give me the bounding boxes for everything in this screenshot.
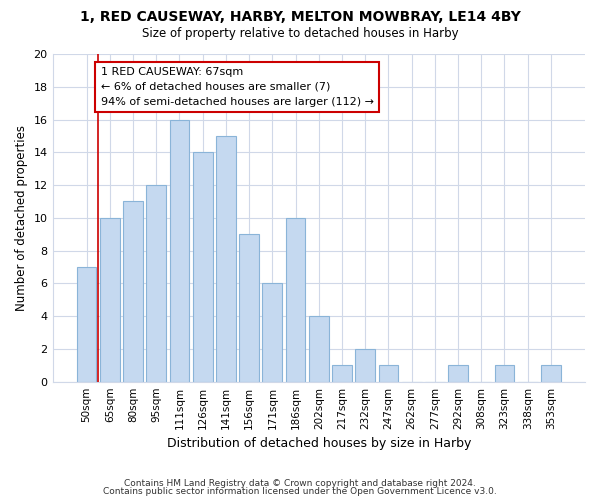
Bar	[193, 152, 212, 382]
Bar	[332, 366, 352, 382]
Bar	[541, 366, 561, 382]
Bar	[146, 185, 166, 382]
Text: Contains public sector information licensed under the Open Government Licence v3: Contains public sector information licen…	[103, 487, 497, 496]
Bar	[77, 267, 97, 382]
Bar	[286, 218, 305, 382]
Bar	[262, 284, 282, 382]
Text: 1 RED CAUSEWAY: 67sqm
← 6% of detached houses are smaller (7)
94% of semi-detach: 1 RED CAUSEWAY: 67sqm ← 6% of detached h…	[101, 67, 374, 106]
Bar	[216, 136, 236, 382]
Bar	[494, 366, 514, 382]
Bar	[100, 218, 119, 382]
Bar	[309, 316, 329, 382]
X-axis label: Distribution of detached houses by size in Harby: Distribution of detached houses by size …	[167, 437, 471, 450]
Bar	[379, 366, 398, 382]
Text: 1, RED CAUSEWAY, HARBY, MELTON MOWBRAY, LE14 4BY: 1, RED CAUSEWAY, HARBY, MELTON MOWBRAY, …	[80, 10, 520, 24]
Text: Size of property relative to detached houses in Harby: Size of property relative to detached ho…	[142, 28, 458, 40]
Text: Contains HM Land Registry data © Crown copyright and database right 2024.: Contains HM Land Registry data © Crown c…	[124, 478, 476, 488]
Bar	[355, 349, 375, 382]
Bar	[448, 366, 468, 382]
Y-axis label: Number of detached properties: Number of detached properties	[15, 125, 28, 311]
Bar	[123, 202, 143, 382]
Bar	[170, 120, 190, 382]
Bar	[239, 234, 259, 382]
